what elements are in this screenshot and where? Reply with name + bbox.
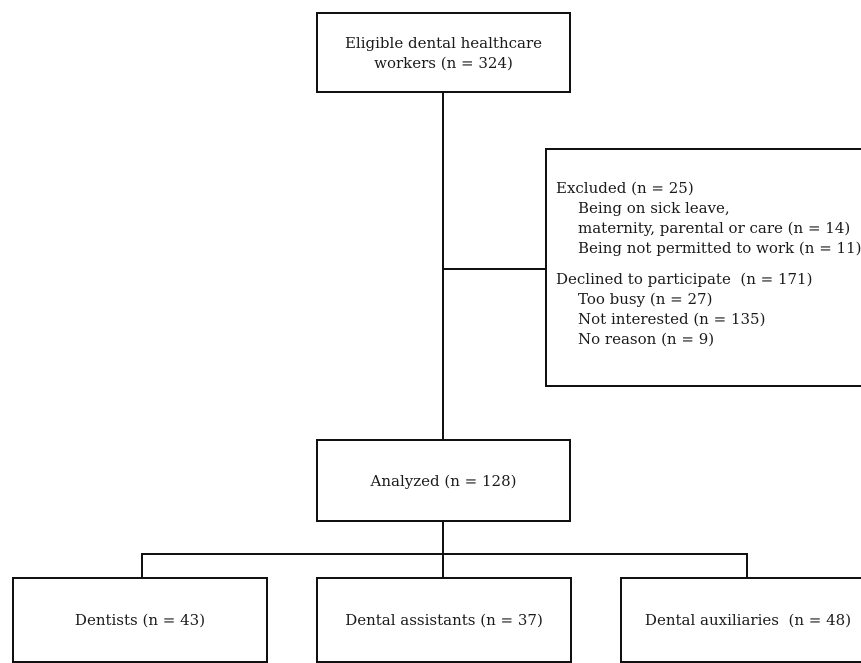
declined-reason-2: Not interested (n = 135) — [578, 310, 766, 328]
connector-auxiliaries — [746, 553, 748, 578]
exclusion-box: Excluded (n = 25) Being on sick leave, m… — [545, 148, 861, 387]
excluded-reason-1-line-1: Being on sick leave, — [578, 199, 730, 217]
connector-exclusion-branch — [442, 268, 546, 270]
connector-assistants — [442, 553, 444, 578]
excluded-reason-2: Being not permitted to work (n = 11) — [578, 239, 861, 257]
dentists-label: Dentists (n = 43) — [74, 611, 206, 629]
eligible-box: Eligible dental healthcare workers (n = … — [316, 12, 571, 93]
excluded-reason-1-line-2: maternity, parental or care (n = 14) — [578, 219, 851, 237]
eligible-line-1: Eligible dental healthcare — [344, 33, 543, 52]
analyzed-label: Analyzed (n = 128) — [370, 471, 517, 490]
connector-groups-horizontal — [141, 553, 748, 555]
excluded-heading: Excluded (n = 25) — [556, 179, 694, 197]
declined-heading: Declined to participate (n = 171) — [556, 270, 813, 288]
auxiliaries-label: Dental auxiliaries (n = 48) — [644, 611, 852, 629]
analyzed-box: Analyzed (n = 128) — [316, 439, 571, 522]
connector-dentists — [141, 553, 143, 578]
declined-reason-3: No reason (n = 9) — [578, 330, 715, 348]
connector-main-vertical — [442, 92, 444, 440]
auxiliaries-box: Dental auxiliaries (n = 48) — [620, 577, 861, 663]
dentists-box: Dentists (n = 43) — [12, 577, 268, 663]
connector-analyzed-down — [442, 521, 444, 554]
eligible-line-2: workers (n = 324) — [374, 53, 513, 72]
declined-reason-1: Too busy (n = 27) — [578, 290, 713, 308]
assistants-box: Dental assistants (n = 37) — [316, 577, 572, 663]
assistants-label: Dental assistants (n = 37) — [345, 611, 543, 629]
